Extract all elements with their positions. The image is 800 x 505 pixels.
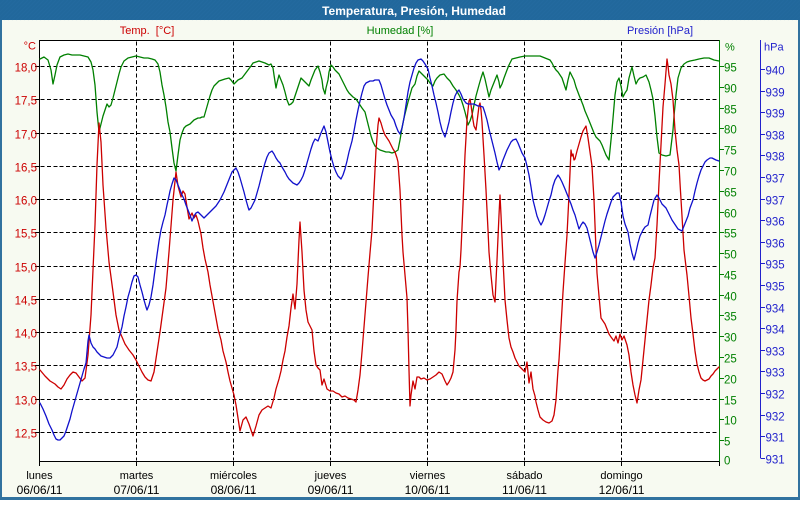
svg-text:06/06/11: 06/06/11 [17,483,63,497]
svg-text:934: 934 [766,324,786,336]
svg-text:936: 936 [766,216,785,228]
svg-text:15: 15 [724,395,737,407]
svg-text:939: 939 [766,87,785,99]
svg-text:935: 935 [766,281,785,293]
svg-text:5: 5 [724,436,730,448]
svg-text:940: 940 [766,65,785,77]
svg-text:935: 935 [766,259,785,271]
svg-text:Presión [hPa]: Presión [hPa] [627,25,693,37]
svg-text:75: 75 [724,145,737,157]
svg-text:931: 931 [766,454,785,466]
svg-text:60: 60 [724,208,737,220]
svg-text:13,5: 13,5 [15,361,37,373]
svg-text:viernes: viernes [410,470,446,482]
svg-text:12,5: 12,5 [15,428,37,440]
svg-text:939: 939 [766,108,785,120]
svg-text:40: 40 [724,291,737,303]
svg-text:934: 934 [766,303,786,315]
svg-text:933: 933 [766,367,785,379]
svg-text:15,5: 15,5 [15,228,37,240]
svg-text:937: 937 [766,195,785,207]
svg-text:miércoles: miércoles [210,470,258,482]
svg-text:Temperatura, Presión, Humedad: Temperatura, Presión, Humedad [322,4,506,18]
svg-text:55: 55 [724,228,737,240]
svg-text:937: 937 [766,173,785,185]
svg-text:13,0: 13,0 [15,395,37,407]
svg-text:70: 70 [724,166,737,178]
svg-text:938: 938 [766,130,785,142]
svg-text:15,0: 15,0 [15,262,37,274]
svg-text:0: 0 [724,455,730,467]
svg-text:932: 932 [766,389,785,401]
svg-text:Humedad [%]: Humedad [%] [367,25,434,37]
svg-text:°C: °C [24,41,36,53]
svg-text:95: 95 [724,62,737,74]
svg-text:07/06/11: 07/06/11 [114,483,160,497]
svg-text:martes: martes [120,470,154,482]
svg-text:16,0: 16,0 [15,195,37,207]
svg-text:35: 35 [724,311,737,323]
svg-text:65: 65 [724,187,737,199]
svg-text:10/06/11: 10/06/11 [405,483,451,497]
svg-text:14,5: 14,5 [15,295,37,307]
svg-text:09/06/11: 09/06/11 [308,483,354,497]
svg-text:931: 931 [766,432,785,444]
svg-text:18,0: 18,0 [15,62,37,74]
svg-text:17,0: 17,0 [15,129,37,141]
svg-text:25: 25 [724,353,737,365]
svg-text:50: 50 [724,249,737,261]
svg-text:14,0: 14,0 [15,328,37,340]
svg-text:932: 932 [766,411,785,423]
svg-text:90: 90 [724,83,737,95]
svg-text:sábado: sábado [506,470,542,482]
svg-text:85: 85 [724,104,737,116]
svg-text:45: 45 [724,270,737,282]
svg-text:%: % [725,42,735,54]
svg-text:17,5: 17,5 [15,95,37,107]
svg-text:jueves: jueves [314,470,347,482]
svg-text:16,5: 16,5 [15,162,37,174]
svg-text:lunes: lunes [26,470,53,482]
svg-text:11/06/11: 11/06/11 [502,483,547,497]
svg-text:hPa: hPa [764,42,784,54]
svg-text:08/06/11: 08/06/11 [211,483,257,497]
svg-text:80: 80 [724,124,737,136]
svg-text:20: 20 [724,374,737,386]
svg-text:domingo: domingo [600,470,642,482]
svg-text:936: 936 [766,238,785,250]
svg-text:30: 30 [724,332,737,344]
svg-text:933: 933 [766,346,785,358]
svg-text:938: 938 [766,151,785,163]
svg-text:12/06/11: 12/06/11 [599,483,645,497]
svg-text:Temp. [°C]: Temp. [°C] [120,25,175,37]
svg-text:10: 10 [724,415,737,427]
